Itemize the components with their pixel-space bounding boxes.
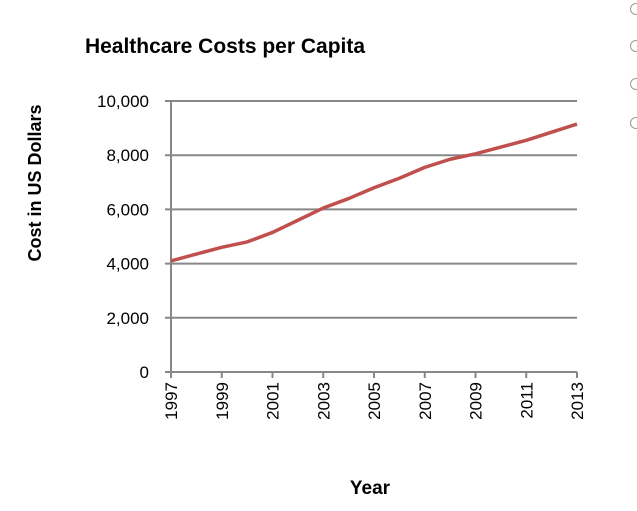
chart-title: Healthcare Costs per Capita [85,35,365,58]
y-axis-label: Cost in US Dollars [25,104,45,261]
y-tick-label: 6,000 [106,200,149,219]
x-tick-label: 2013 [568,382,587,420]
x-tick-label: 2001 [264,382,283,420]
y-tick-label: 8,000 [106,146,149,165]
radio-option-3[interactable] [630,78,637,90]
y-tick-label: 2,000 [106,309,149,328]
x-tick-label: 2009 [467,382,486,420]
x-tick-label: 2011 [517,382,536,419]
x-tick-label: 2007 [416,382,435,420]
y-tick-label: 10,000 [97,92,149,111]
series-line [170,122,578,263]
x-tick-label: 2005 [365,382,384,420]
y-tick-label: 0 [140,363,149,382]
y-tick-label: 4,000 [106,255,149,274]
x-tick-label: 2003 [314,382,333,420]
x-axis-label: Year [350,478,391,499]
x-tick-label: 1999 [213,382,232,420]
radio-option-4[interactable] [630,117,637,129]
radio-option-2[interactable] [630,40,637,52]
x-tick-label: 1997 [162,382,181,420]
radio-option-1[interactable] [630,3,637,15]
